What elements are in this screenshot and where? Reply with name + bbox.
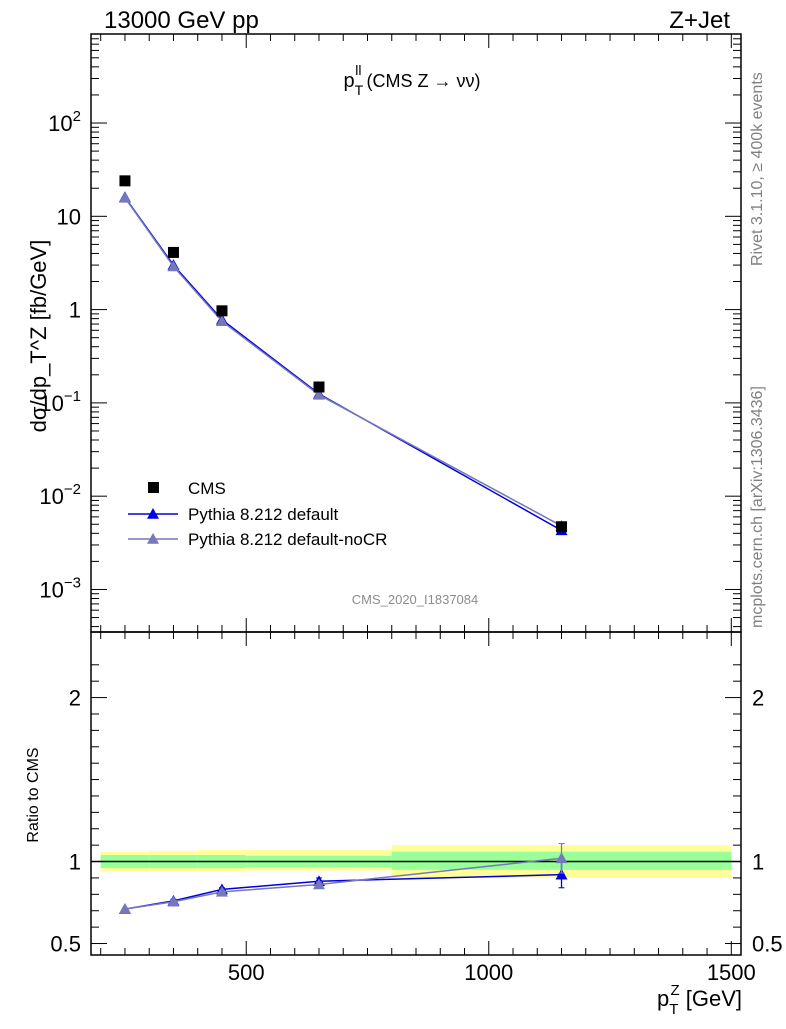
legend: CMS Pythia 8.212 default Pythia 8.212 defa… <box>128 479 387 549</box>
main-ylabel: dσ/dp_T^Z [fb/GeV] <box>26 240 51 433</box>
legend-label: Pythia 8.212 default <box>188 505 339 524</box>
y-tick-label-main: 1 <box>69 298 81 323</box>
main-title: pTll (CMS Z → νν) <box>344 62 481 98</box>
y-tick-label-exp: 2 <box>73 108 81 125</box>
ratio-point <box>555 852 568 864</box>
process-label: Z+Jet <box>669 7 730 34</box>
ratio-point <box>312 878 325 890</box>
analysis-watermark: CMS_2020_I1837084 <box>352 592 479 607</box>
y-tick-label-base: 10 <box>39 391 63 416</box>
xlabel-main: p <box>657 986 669 1011</box>
ratio-point <box>555 868 568 880</box>
legend-marker-mc <box>147 533 159 544</box>
y-tick-label-main: 10−2 <box>39 481 81 509</box>
axis-ticks <box>91 33 741 955</box>
data-point <box>119 175 131 187</box>
ratio-ylabel: Ratio to CMS <box>25 747 42 842</box>
y-tick-label-exp: −1 <box>64 388 81 405</box>
data-point <box>313 381 325 393</box>
x-axis-label: pTZ [GeV] <box>657 982 742 1018</box>
ratio-point <box>167 895 180 907</box>
mc-point <box>167 260 180 272</box>
data-point <box>167 246 179 258</box>
ratio-point <box>118 903 131 914</box>
main-series <box>118 175 568 536</box>
xlabel-sub: T <box>669 1001 678 1018</box>
mc-point <box>215 315 228 327</box>
title-rest: (CMS Z → νν) <box>361 71 480 91</box>
data-point <box>216 305 228 317</box>
title-sup: ll <box>355 62 361 78</box>
mc-line <box>124 197 562 527</box>
mcplots-text: mcplots.cern.ch [arXiv:1306.3436] <box>749 386 766 628</box>
title-sub: T <box>355 82 364 98</box>
main-ylabel-text: dσ/dp_T^Z [fb/GeV] <box>26 240 51 433</box>
y-tick-label-ratio-left: 2 <box>69 686 81 711</box>
y-tick-label-main: 102 <box>48 108 81 136</box>
data-point <box>556 521 568 533</box>
ratio-point <box>215 885 228 897</box>
ratio-ylabel-text: Ratio to CMS <box>25 747 42 842</box>
mc-point <box>118 191 131 203</box>
ratio-frame <box>90 631 742 956</box>
y-tick-label-exp: −3 <box>64 574 81 591</box>
legend-marker-cms <box>148 482 159 493</box>
y-tick-label-ratio-right: 2 <box>752 686 764 711</box>
uncertainty-bands <box>91 845 741 878</box>
y-tick-label-base: 1 <box>69 298 81 323</box>
legend-label: Pythia 8.212 default-noCR <box>188 530 387 549</box>
ratio-line <box>124 873 562 910</box>
x-tick-label: 1500 <box>707 960 756 985</box>
y-tick-label-main: 10−3 <box>39 574 81 602</box>
y-tick-label-base: 10 <box>57 204 81 229</box>
ratio-series <box>118 843 568 914</box>
y-tick-label-ratio-left: 0.5 <box>50 932 81 957</box>
x-tick-label: 1000 <box>464 960 513 985</box>
xlabel-rest: [GeV] <box>680 986 742 1011</box>
rivet-label: Rivet 3.1.10, ≥ 400k events <box>749 72 766 266</box>
xlabel-sup: Z <box>670 982 679 999</box>
legend-label: CMS <box>188 479 226 498</box>
y-tick-label-base: 10 <box>39 577 63 602</box>
legend-marker-mc <box>147 508 159 519</box>
mc-point <box>312 388 325 400</box>
y-tick-label-base: 10 <box>48 111 72 136</box>
y-tick-label-ratio-right: 1 <box>752 850 764 875</box>
title-main: p <box>344 70 355 92</box>
mcplots-label: mcplots.cern.ch [arXiv:1306.3436] <box>749 386 766 628</box>
energy-label: 13000 GeV pp <box>104 7 259 34</box>
y-tick-label-main: 10 <box>57 204 81 229</box>
y-tick-label-base: 10 <box>39 484 63 509</box>
y-tick-label-exp: −2 <box>64 481 81 498</box>
y-tick-label-ratio-left: 1 <box>69 850 81 875</box>
x-tick-label: 500 <box>228 960 265 985</box>
rivet-text: Rivet 3.1.10, ≥ 400k events <box>749 72 766 266</box>
y-tick-label-ratio-right: 0.5 <box>752 932 783 957</box>
y-tick-label-main: 10−1 <box>39 388 81 416</box>
